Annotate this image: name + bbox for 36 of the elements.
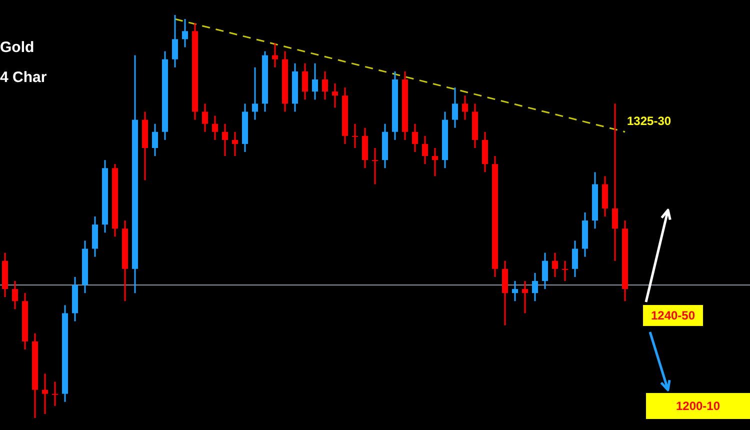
candlestick <box>12 280 18 310</box>
candlestick <box>172 14 178 68</box>
candlestick <box>522 280 528 314</box>
candlestick <box>322 70 328 100</box>
candlestick <box>562 260 568 282</box>
candlestick <box>212 115 218 141</box>
candlestick <box>422 135 428 165</box>
candlestick <box>42 372 48 415</box>
candlestick <box>462 94 468 121</box>
candlestick <box>452 86 458 129</box>
candlestick <box>552 252 558 278</box>
candlestick <box>332 82 338 108</box>
candlestick <box>612 102 618 262</box>
candlestick <box>302 62 308 100</box>
candlestick <box>572 240 578 278</box>
candlestick <box>272 42 278 68</box>
text: Gold <box>0 39 34 56</box>
text: 1200-10 <box>676 399 720 413</box>
candlestick <box>222 123 228 157</box>
candlestick <box>542 252 548 290</box>
text: 1240-50 <box>650 308 696 322</box>
candlestick <box>352 123 358 149</box>
annotation: 1325-30 <box>627 114 672 128</box>
candlestick <box>412 123 418 153</box>
text: 4 Char <box>0 69 47 86</box>
candlestick <box>152 123 158 157</box>
candlestick <box>312 62 318 100</box>
candlestick <box>202 102 208 133</box>
candlestick <box>432 147 438 177</box>
candlestick <box>182 18 188 48</box>
candlestick <box>52 380 58 407</box>
candlestick <box>512 280 518 302</box>
candlestick <box>232 131 238 157</box>
candlestick <box>532 272 538 302</box>
candlestick <box>372 147 378 186</box>
candlestick <box>252 66 258 121</box>
